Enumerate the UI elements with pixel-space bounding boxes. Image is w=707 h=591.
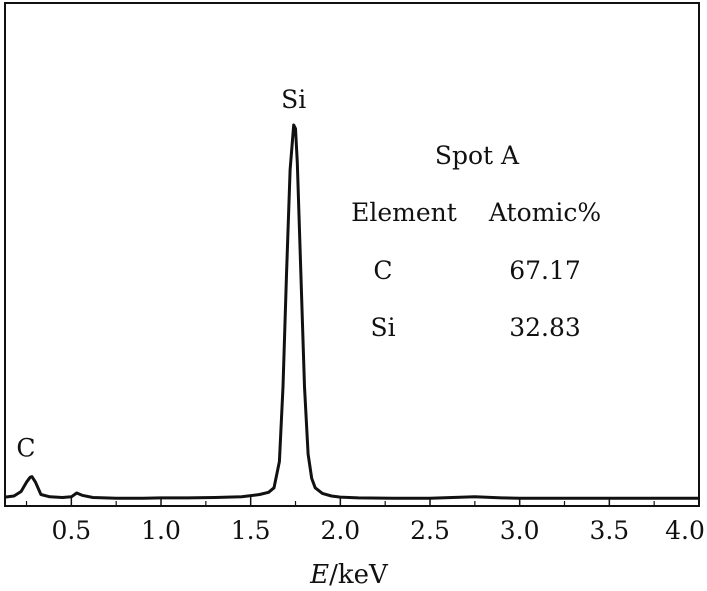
- x-axis-title: E/keV: [309, 560, 389, 590]
- x-tick-label: 1.5: [231, 516, 271, 545]
- inset-row-value: 32.83: [509, 313, 581, 342]
- x-tick-label: 1.0: [141, 516, 181, 545]
- x-axis-ticks: [25, 497, 700, 506]
- x-axis-tick-labels: 0.5 1.0 1.5 2.0 2.5 3.0 3.5 4.0: [51, 516, 704, 545]
- x-axis-title-symbol: E: [309, 560, 329, 590]
- x-axis-title-unit: /keV: [329, 560, 389, 590]
- peak-label-c: C: [16, 434, 35, 463]
- x-tick-label: 3.5: [589, 516, 629, 545]
- x-tick-label: 3.0: [500, 516, 540, 545]
- plot-frame: [4, 2, 700, 507]
- x-tick-label: 4.0: [665, 516, 705, 545]
- inset-row-element: Si: [370, 313, 395, 342]
- inset-header-atomic: Atomic%: [488, 198, 601, 227]
- inset-table: Spot A Element Atomic% C 67.17 Si 32.83: [351, 141, 601, 342]
- inset-row-element: C: [373, 256, 392, 285]
- spectrum-series-line: [4, 123, 699, 500]
- inset-title: Spot A: [435, 141, 520, 170]
- x-tick-label: 2.5: [410, 516, 450, 545]
- inset-row-value: 67.17: [509, 256, 581, 285]
- x-tick-label: 2.0: [320, 516, 360, 545]
- peak-label-si: Si: [281, 85, 306, 114]
- x-tick-label: 0.5: [51, 516, 91, 545]
- inset-header-element: Element: [351, 198, 457, 227]
